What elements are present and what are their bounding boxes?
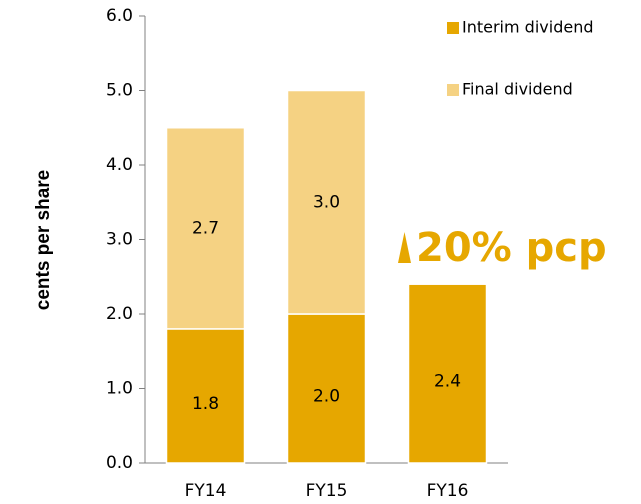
bar-segment xyxy=(286,89,367,315)
bar-segment xyxy=(286,313,367,464)
y-tick-label: 3.0 xyxy=(106,230,133,250)
data-label: 2.7 xyxy=(192,218,219,238)
data-label: 1.8 xyxy=(192,394,219,414)
y-tick-label: 6.0 xyxy=(106,6,133,26)
x-tick-label: FY15 xyxy=(306,481,348,501)
up-arrow xyxy=(398,232,411,263)
y-tick-label: 4.0 xyxy=(106,155,133,175)
x-tick-label: FY16 xyxy=(427,481,469,501)
legend-swatch xyxy=(447,22,459,34)
y-tick-label: 0.0 xyxy=(106,453,133,473)
bar-segment xyxy=(407,283,488,464)
legend-swatch xyxy=(447,84,459,96)
data-label: 2.4 xyxy=(434,372,461,392)
data-label: 3.0 xyxy=(313,192,340,212)
data-label: 2.0 xyxy=(313,387,340,407)
y-tick-label: 5.0 xyxy=(106,81,133,101)
legend-label: Interim dividend xyxy=(462,18,593,37)
bar-segment xyxy=(165,328,246,464)
legend-label: Final dividend xyxy=(462,80,573,99)
annotation: 20% pcp xyxy=(416,225,607,271)
y-tick-label: 2.0 xyxy=(106,304,133,324)
y-axis-label: cents per share xyxy=(33,170,54,310)
y-tick-label: 1.0 xyxy=(106,379,133,399)
x-tick-label: FY14 xyxy=(185,481,227,501)
bar-segment xyxy=(165,127,246,330)
